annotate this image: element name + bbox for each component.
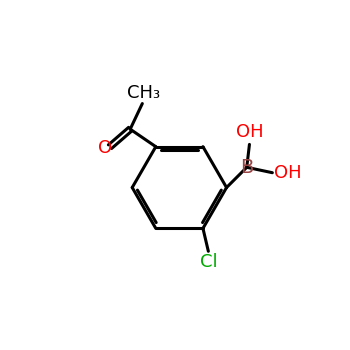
Text: Cl: Cl [199, 253, 217, 272]
Text: OH: OH [236, 123, 263, 141]
Text: OH: OH [274, 164, 301, 182]
Text: B: B [240, 158, 253, 177]
Text: O: O [98, 139, 112, 157]
Text: CH₃: CH₃ [127, 84, 160, 102]
